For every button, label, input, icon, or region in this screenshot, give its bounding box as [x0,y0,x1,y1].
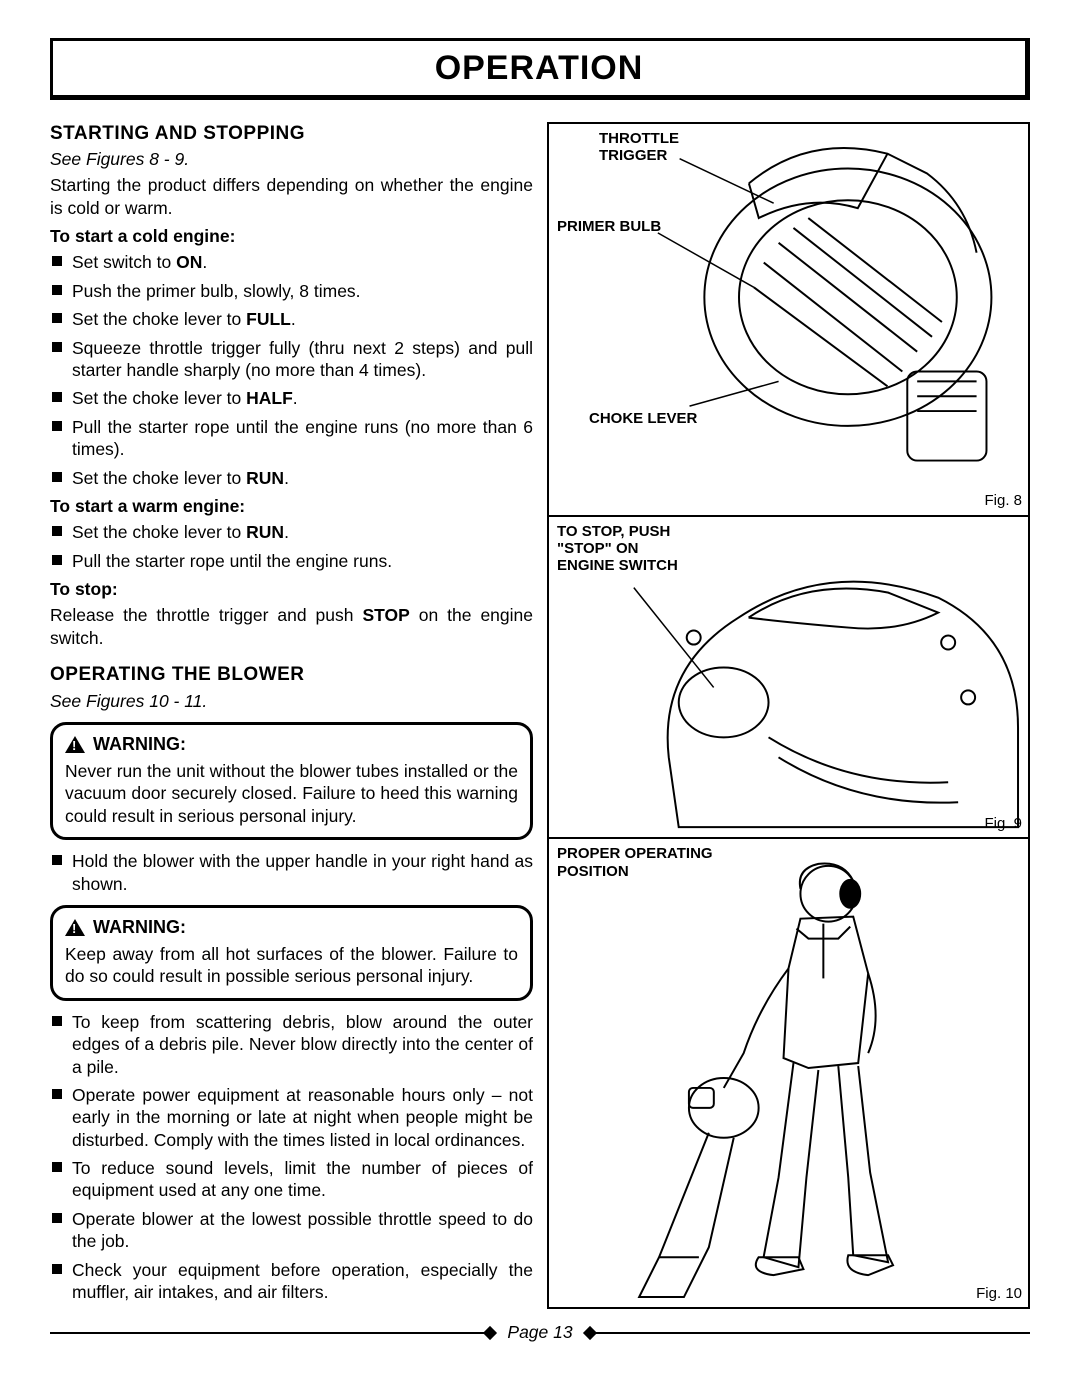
warning-2-text: Keep away from all hot surfaces of the b… [65,943,518,988]
list-item: Set the choke lever to HALF. [50,387,533,409]
label-choke: CHOKE LEVER [589,410,697,427]
warm-head: To start a warm engine: [50,495,533,517]
warning-icon [65,919,85,936]
figure-9: TO STOP, PUSH"STOP" ONENGINE SWITCH Fig.… [547,517,1030,840]
warning-1-text: Never run the unit without the blower tu… [65,760,518,827]
list-item: Set the choke lever to RUN. [50,467,533,489]
warning-1-head: WARNING: [93,733,186,756]
figure-8-svg [549,124,1028,515]
list-item: Operate blower at the lowest possible th… [50,1208,533,1253]
cold-list: Set switch to ON. Push the primer bulb, s… [50,251,533,489]
warm-list: Set the choke lever to RUN. Pull the star… [50,521,533,572]
list-item: Hold the blower with the upper handle in… [50,850,533,895]
page-title: OPERATION [53,47,1025,91]
warning-box-2: WARNING: Keep away from all hot surfaces… [50,905,533,1001]
list-item: Pull the starter rope until the engine r… [50,550,533,572]
label-position: PROPER OPERATINGPOSITION [557,845,713,880]
list-item: Check your equipment before operation, e… [50,1259,533,1304]
cold-head: To start a cold engine: [50,225,533,247]
list-item: Push the primer bulb, slowly, 8 times. [50,280,533,302]
stop-head: To stop: [50,578,533,600]
warning-icon [65,736,85,753]
op-list-1: Hold the blower with the upper handle in… [50,850,533,895]
fig-8-num: Fig. 8 [984,491,1022,510]
figref-10-11: See Figures 10 - 11. [50,690,533,712]
list-item: To reduce sound levels, limit the number… [50,1157,533,1202]
right-column: THROTTLETRIGGER PRIMER BULB CHOKE LEVER [547,122,1030,1310]
figure-10: PROPER OPERATINGPOSITION [547,839,1030,1309]
list-item: Pull the starter rope until the engine r… [50,416,533,461]
label-stop: TO STOP, PUSH"STOP" ONENGINE SWITCH [557,523,678,575]
title-box: OPERATION [50,38,1030,100]
op-list-2: To keep from scattering debris, blow aro… [50,1011,533,1304]
list-item: Operate power equipment at reasonable ho… [50,1084,533,1151]
warning-2-head: WARNING: [93,916,186,939]
operating-heading: OPERATING THE BLOWER [50,663,533,687]
list-item: To keep from scattering debris, blow aro… [50,1011,533,1078]
label-primer: PRIMER BULB [557,218,661,235]
stop-text: Release the throttle trigger and push ST… [50,604,533,649]
list-item: Set switch to ON. [50,251,533,273]
list-item: Set the choke lever to FULL. [50,308,533,330]
list-item: Squeeze throttle trigger fully (thru nex… [50,337,533,382]
figure-10-svg [549,839,1028,1307]
warning-box-1: WARNING: Never run the unit without the … [50,722,533,840]
figref-8-9: See Figures 8 - 9. [50,148,533,170]
left-column: STARTING AND STOPPING See Figures 8 - 9.… [50,122,533,1310]
intro-text: Starting the product differs depending o… [50,174,533,219]
starting-heading: STARTING AND STOPPING [50,122,533,146]
figure-8: THROTTLETRIGGER PRIMER BULB CHOKE LEVER [547,122,1030,517]
label-throttle: THROTTLETRIGGER [599,130,679,165]
list-item: Set the choke lever to RUN. [50,521,533,543]
page-number: Page 13 [507,1321,572,1343]
fig-10-num: Fig. 10 [976,1284,1022,1303]
fig-9-num: Fig. 9 [984,814,1022,833]
footer: Page 13 [50,1321,1030,1343]
